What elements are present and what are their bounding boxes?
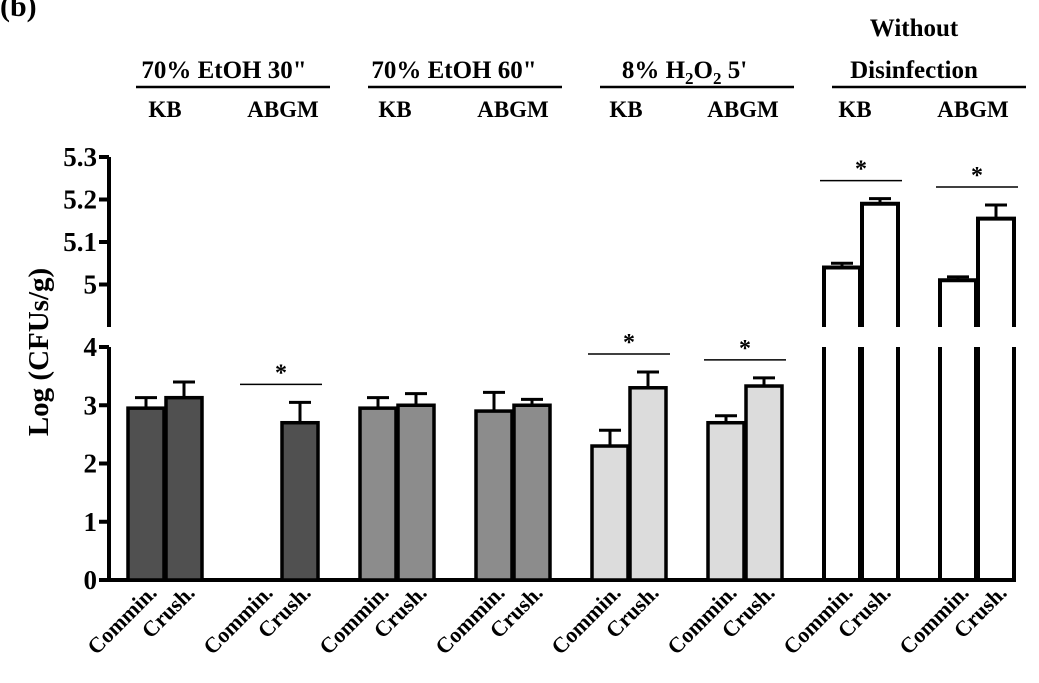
bar-lower-segment bbox=[976, 347, 1016, 580]
subgroup-label: KB bbox=[609, 97, 642, 122]
y-tick-label: 5.3 bbox=[63, 142, 97, 172]
bar bbox=[706, 420, 746, 582]
bar bbox=[164, 395, 204, 582]
group-label: 70% EtOH 30" bbox=[141, 57, 306, 84]
bar bbox=[474, 409, 514, 582]
y-tick-label: 5.1 bbox=[63, 227, 97, 257]
bar bbox=[938, 278, 978, 327]
bar bbox=[126, 406, 166, 582]
bar-lower-segment bbox=[938, 347, 978, 580]
significance-marker: * bbox=[971, 163, 983, 189]
group-label: 70% EtOH 60" bbox=[371, 57, 536, 84]
bar-lower-segment bbox=[860, 347, 900, 580]
bar-lower-segment bbox=[822, 347, 862, 580]
y-axis-label: Log (CFUs/g) bbox=[23, 268, 55, 436]
y-tick-label: 1 bbox=[84, 507, 98, 537]
subgroup-label: KB bbox=[378, 97, 411, 122]
bar bbox=[396, 403, 436, 582]
y-tick-label: 2 bbox=[84, 449, 98, 479]
significance-marker: * bbox=[275, 360, 287, 386]
significance-marker: * bbox=[739, 336, 751, 362]
subgroup-label: KB bbox=[838, 97, 871, 122]
subgroup-label: ABGM bbox=[247, 97, 319, 122]
group-label-part: 8% H bbox=[622, 57, 686, 84]
bar bbox=[358, 406, 398, 582]
bar bbox=[280, 420, 320, 582]
group-label-part: 2 bbox=[685, 69, 694, 88]
bar bbox=[628, 386, 668, 582]
subgroup-label: ABGM bbox=[707, 97, 779, 122]
bar bbox=[512, 403, 552, 582]
bar bbox=[822, 265, 862, 327]
group-label-part: 5' bbox=[721, 57, 747, 84]
bar bbox=[744, 384, 784, 582]
panel-label: (b) bbox=[0, 0, 37, 23]
y-tick-label: 0 bbox=[84, 565, 98, 595]
group-label-part: O bbox=[694, 57, 713, 84]
significance-marker: * bbox=[855, 157, 867, 183]
subgroup-label: KB bbox=[148, 97, 181, 122]
bar bbox=[976, 216, 1016, 327]
group-label: Disinfection bbox=[850, 57, 978, 84]
subgroup-label: ABGM bbox=[477, 97, 549, 122]
bar bbox=[590, 444, 630, 582]
group-label-part: 2 bbox=[713, 69, 722, 88]
y-tick-label: 5 bbox=[84, 270, 98, 300]
y-tick-label: 3 bbox=[84, 390, 98, 420]
group-label: 8% H2O2 5' bbox=[622, 57, 747, 88]
y-tick-label: 4 bbox=[84, 332, 98, 362]
subgroup-label: ABGM bbox=[937, 97, 1009, 122]
group-label: Without bbox=[870, 15, 959, 42]
y-tick-label: 5.2 bbox=[63, 185, 97, 215]
bar bbox=[860, 201, 900, 327]
significance-marker: * bbox=[623, 330, 635, 356]
